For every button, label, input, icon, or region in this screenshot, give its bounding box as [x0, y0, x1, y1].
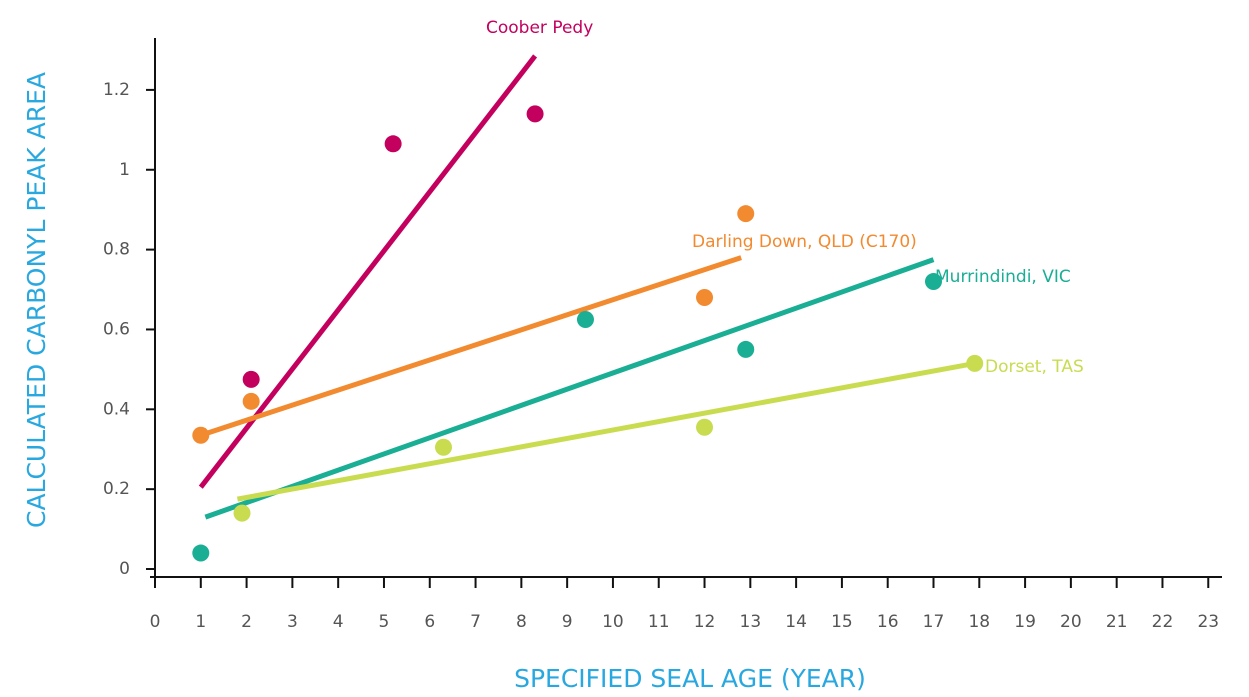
x-tick-label: 11 [648, 612, 670, 632]
data-point [966, 354, 984, 372]
series-label: Dorset, TAS [985, 357, 1084, 377]
x-tick-label: 4 [333, 612, 344, 632]
y-tick-label: 0.2 [103, 479, 130, 499]
x-tick-label: 6 [424, 612, 435, 632]
y-tick-label: 1.2 [103, 80, 130, 100]
x-tick-label: 10 [602, 612, 624, 632]
x-tick-label: 1 [195, 612, 206, 632]
data-point [576, 310, 594, 328]
x-tick-label: 20 [1060, 612, 1082, 632]
x-tick-label: 23 [1197, 612, 1219, 632]
y-tick-label: 0 [119, 559, 130, 579]
x-tick-label: 2 [241, 612, 252, 632]
data-point [924, 273, 942, 291]
series-label: Darling Down, QLD (C170) [692, 232, 917, 252]
x-tick-label: 21 [1106, 612, 1128, 632]
data-point [233, 504, 251, 522]
x-tick-label: 19 [1014, 612, 1036, 632]
x-tick-label: 18 [968, 612, 990, 632]
x-tick-label: 9 [562, 612, 573, 632]
y-tick-label: 0.6 [103, 319, 130, 339]
data-point [526, 105, 544, 123]
trend-line [200, 255, 742, 438]
y-tick-label: 0.8 [103, 240, 130, 260]
data-point [242, 392, 260, 410]
x-tick-label: 5 [379, 612, 390, 632]
data-point [384, 135, 402, 153]
x-tick-label: 13 [740, 612, 762, 632]
x-tick-label: 12 [694, 612, 716, 632]
x-tick-label: 22 [1152, 612, 1174, 632]
trend-line [236, 360, 976, 502]
y-tick-label: 0.4 [103, 399, 130, 419]
x-tick-label: 7 [470, 612, 481, 632]
data-point [737, 205, 755, 223]
x-tick-label: 15 [831, 612, 853, 632]
series-label: Murrindindi, VIC [935, 267, 1071, 287]
x-tick-label: 0 [150, 612, 161, 632]
y-axis-title: CALCULATED CARBONYL PEAK AREA [22, 72, 51, 528]
x-tick-label: 16 [877, 612, 899, 632]
x-tick-label: 8 [516, 612, 527, 632]
data-point [242, 370, 260, 388]
data-point [435, 438, 453, 456]
data-point [192, 426, 210, 444]
data-point [696, 418, 714, 436]
trend-line [204, 257, 935, 520]
x-tick-label: 17 [923, 612, 945, 632]
trend-line [198, 54, 538, 489]
series-label: Coober Pedy [486, 18, 593, 38]
data-point [192, 544, 210, 562]
x-axis-title: SPECIFIED SEAL AGE (YEAR) [514, 664, 866, 693]
x-tick-label: 14 [785, 612, 807, 632]
x-tick-label: 3 [287, 612, 298, 632]
y-tick-label: 1 [119, 160, 130, 180]
data-point [737, 340, 755, 358]
data-point [696, 289, 714, 307]
